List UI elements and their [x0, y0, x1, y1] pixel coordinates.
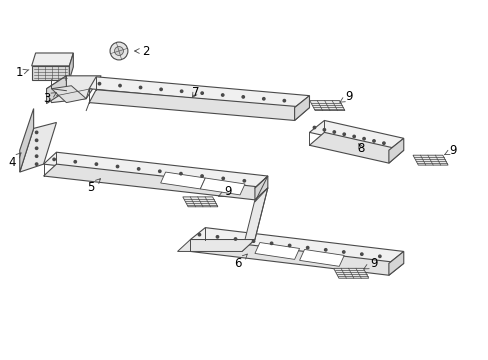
Polygon shape: [242, 188, 267, 251]
Circle shape: [216, 236, 218, 238]
Polygon shape: [294, 96, 309, 121]
Text: 8: 8: [357, 142, 364, 155]
Circle shape: [116, 165, 119, 168]
Circle shape: [283, 99, 285, 102]
Polygon shape: [388, 251, 403, 275]
Circle shape: [342, 251, 344, 253]
Circle shape: [324, 249, 326, 251]
Circle shape: [201, 92, 203, 94]
Polygon shape: [299, 249, 344, 266]
Circle shape: [332, 131, 335, 133]
Circle shape: [243, 180, 245, 182]
Polygon shape: [89, 90, 309, 121]
Polygon shape: [333, 268, 368, 278]
Circle shape: [98, 82, 101, 85]
Circle shape: [313, 126, 315, 129]
Polygon shape: [46, 76, 101, 103]
Polygon shape: [309, 100, 344, 111]
Polygon shape: [51, 86, 86, 103]
Polygon shape: [32, 53, 73, 66]
Circle shape: [221, 94, 224, 96]
Polygon shape: [190, 239, 403, 275]
Polygon shape: [161, 172, 205, 189]
Text: 9: 9: [363, 257, 377, 270]
Circle shape: [74, 161, 76, 163]
Circle shape: [160, 88, 162, 91]
Text: 7: 7: [191, 86, 199, 99]
Circle shape: [270, 242, 272, 244]
Circle shape: [262, 98, 264, 100]
Circle shape: [198, 234, 200, 236]
Circle shape: [222, 177, 224, 180]
Polygon shape: [69, 53, 73, 80]
Polygon shape: [200, 178, 244, 195]
Circle shape: [158, 170, 161, 172]
Circle shape: [306, 247, 308, 249]
Text: 2: 2: [134, 45, 149, 58]
Circle shape: [180, 172, 182, 175]
Polygon shape: [254, 243, 299, 260]
Circle shape: [372, 140, 374, 142]
Text: 9: 9: [218, 185, 231, 198]
Polygon shape: [309, 121, 403, 150]
Circle shape: [362, 138, 365, 140]
Text: 6: 6: [234, 254, 247, 270]
Polygon shape: [20, 109, 34, 172]
Circle shape: [35, 155, 38, 157]
Text: 5: 5: [87, 179, 100, 194]
Circle shape: [139, 86, 142, 89]
Circle shape: [352, 135, 355, 138]
Circle shape: [35, 131, 38, 134]
Polygon shape: [43, 164, 267, 200]
Text: 9: 9: [444, 144, 456, 157]
Circle shape: [114, 46, 123, 55]
Text: 9: 9: [339, 90, 352, 103]
Circle shape: [343, 133, 345, 135]
Circle shape: [180, 90, 183, 93]
Circle shape: [252, 240, 254, 242]
Text: 4: 4: [8, 153, 21, 168]
Circle shape: [234, 238, 236, 240]
Circle shape: [137, 168, 140, 170]
Circle shape: [288, 244, 290, 247]
Circle shape: [360, 253, 362, 255]
Text: 3: 3: [43, 92, 56, 105]
Polygon shape: [32, 66, 69, 80]
Circle shape: [95, 163, 98, 165]
Circle shape: [35, 139, 38, 141]
Polygon shape: [309, 132, 403, 163]
Text: 1: 1: [16, 66, 29, 79]
Polygon shape: [388, 138, 403, 163]
Circle shape: [110, 42, 128, 60]
Circle shape: [242, 96, 244, 98]
Circle shape: [53, 158, 55, 161]
Circle shape: [382, 142, 385, 144]
Polygon shape: [177, 239, 254, 251]
Circle shape: [35, 147, 38, 149]
Polygon shape: [46, 76, 66, 104]
Circle shape: [35, 163, 38, 165]
Polygon shape: [412, 155, 447, 165]
Polygon shape: [183, 197, 218, 207]
Circle shape: [119, 84, 121, 87]
Polygon shape: [43, 152, 267, 188]
Circle shape: [378, 255, 380, 257]
Polygon shape: [190, 228, 403, 264]
Polygon shape: [89, 77, 309, 108]
Polygon shape: [254, 176, 267, 200]
Polygon shape: [20, 122, 56, 172]
Circle shape: [323, 129, 325, 131]
Circle shape: [201, 175, 203, 177]
